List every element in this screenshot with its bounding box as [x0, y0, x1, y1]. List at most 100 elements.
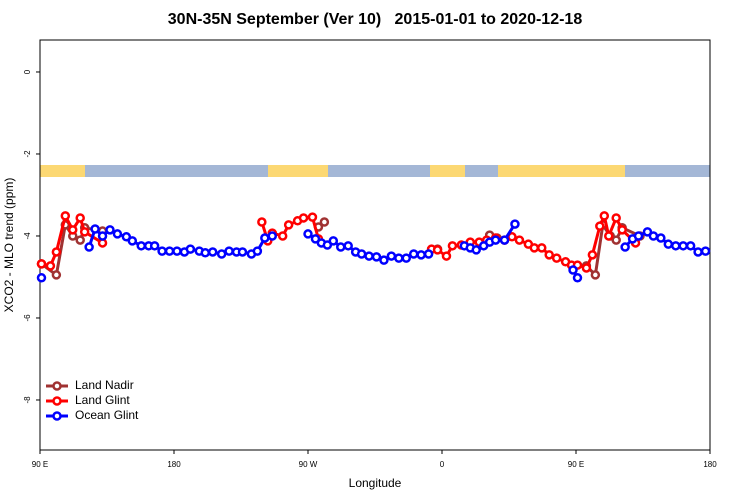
y-axis-label: XCO2 - MLO trend (ppm) — [2, 178, 16, 313]
data-point — [379, 255, 389, 265]
data-point — [529, 243, 540, 253]
data-point — [423, 249, 434, 259]
data-point — [36, 259, 47, 269]
data-point — [599, 211, 610, 221]
data-point — [75, 213, 85, 223]
data-point — [356, 249, 367, 259]
data-point — [267, 231, 278, 241]
data-point — [551, 253, 562, 263]
data-point — [611, 235, 621, 245]
data-point — [200, 248, 211, 258]
data-point — [685, 241, 696, 251]
data-point — [507, 232, 517, 242]
data-point — [257, 217, 267, 227]
data-point — [149, 241, 160, 251]
legend-label: Land Nadir — [75, 378, 134, 392]
y-tick-label: 0 — [23, 69, 32, 74]
data-point — [617, 225, 627, 235]
data-point — [84, 242, 94, 252]
data-point — [441, 251, 452, 261]
data-point — [303, 229, 313, 239]
chart-title: 30N-35N September (Ver 10) 2015-01-01 to… — [168, 11, 583, 28]
data-point — [328, 236, 339, 246]
data-point — [60, 211, 71, 221]
data-point — [700, 246, 711, 256]
data-point — [648, 231, 659, 241]
plot-frame — [39, 39, 711, 451]
data-point — [310, 234, 321, 244]
data-point — [587, 250, 598, 260]
data-point — [336, 242, 346, 252]
data-point — [252, 246, 263, 256]
data-point — [237, 247, 248, 257]
data-point — [544, 250, 554, 260]
data-point — [678, 241, 688, 251]
data-point — [401, 253, 412, 263]
data-point — [68, 225, 78, 235]
data-point — [75, 235, 85, 245]
y-tick-label: -2 — [23, 150, 32, 158]
data-point — [490, 235, 501, 245]
data-point — [260, 233, 270, 243]
data-point — [671, 241, 681, 251]
y-tick-label: -6 — [23, 314, 32, 322]
data-point — [207, 247, 218, 257]
x-tick-label: 90 E — [568, 460, 584, 469]
data-point — [105, 225, 115, 235]
y-tick-label: -8 — [23, 396, 32, 404]
data-point — [364, 251, 374, 261]
data-point — [568, 265, 578, 275]
data-point — [514, 235, 525, 245]
series-line — [41, 211, 104, 268]
data-point — [447, 241, 458, 251]
data-point — [90, 224, 100, 234]
data-point — [307, 212, 318, 222]
data-point — [590, 270, 601, 280]
data-point — [97, 231, 108, 241]
data-point — [595, 221, 605, 231]
x-tick-label: 0 — [440, 460, 445, 469]
data-point — [633, 231, 644, 241]
data-point — [499, 235, 510, 245]
legend-label: Land Glint — [75, 393, 130, 407]
data-point — [79, 227, 90, 237]
data-point — [216, 249, 227, 259]
data-point — [224, 246, 234, 256]
data-point — [394, 253, 404, 263]
x-axis-label: Longitude — [349, 476, 402, 490]
data-point — [620, 242, 630, 252]
legend-marker — [52, 411, 62, 421]
data-point — [386, 251, 397, 261]
data-point — [172, 246, 182, 256]
data-point — [36, 273, 47, 283]
data-point — [471, 245, 481, 255]
data-point — [663, 239, 674, 249]
data-point — [343, 241, 353, 251]
data-point — [656, 233, 666, 243]
data-point — [604, 231, 614, 241]
data-point — [693, 247, 703, 257]
data-point — [537, 243, 547, 253]
data-point — [136, 241, 146, 251]
data-point — [45, 261, 56, 271]
data-point — [408, 249, 419, 259]
data-point — [432, 245, 443, 255]
data-point — [121, 232, 132, 242]
data-point — [164, 246, 175, 256]
data-point — [283, 220, 294, 230]
legend-marker — [52, 381, 62, 391]
x-tick-label: 90 E — [32, 460, 48, 469]
data-point — [277, 231, 288, 241]
data-point — [298, 213, 309, 223]
legend-marker — [52, 396, 62, 406]
land-ocean-strip — [40, 165, 710, 177]
data-point — [322, 240, 333, 250]
data-point — [157, 246, 167, 256]
data-point — [185, 244, 196, 254]
data-point — [611, 213, 621, 223]
data-point — [127, 236, 138, 246]
x-tick-label: 90 W — [299, 460, 318, 469]
data-point — [51, 270, 62, 280]
legend-label: Ocean Glint — [75, 408, 139, 422]
